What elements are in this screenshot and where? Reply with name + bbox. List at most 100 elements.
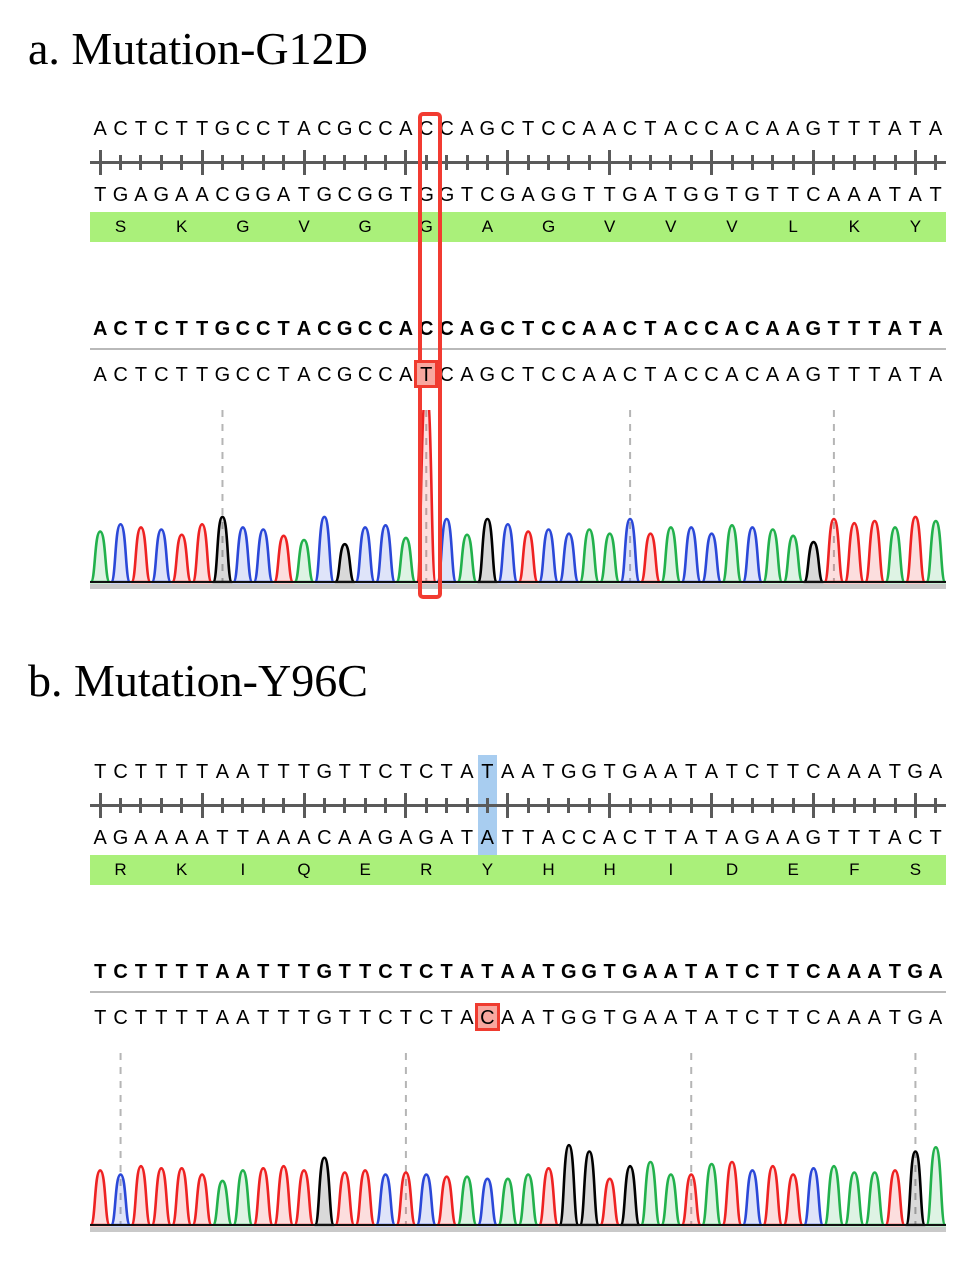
base-30: C [704,363,719,386]
base-0: A [92,317,108,340]
amino-acid-2: I [240,860,246,879]
base-34: A [786,826,800,849]
panel-a-title: a. Mutation-G12D [28,23,368,74]
base-19: T [481,760,494,783]
base-13: T [358,1006,372,1029]
base-12: T [338,760,351,783]
amino-acid-6: Y [481,860,494,879]
chromatogram-peak [395,1171,417,1227]
base-28: T [664,183,677,206]
chromatogram-peak [700,532,723,584]
base-11: C [317,363,332,386]
ruler-tick-minor [771,155,775,170]
base-32: C [744,960,760,983]
base-38: T [868,317,881,340]
ruler-tick-minor [139,155,143,170]
chromatogram-peak [293,1169,315,1227]
base-17: C [439,363,454,386]
chromatogram-peak [435,517,458,584]
base-22: A [541,826,556,849]
base-11: G [316,1006,333,1029]
base-7: C [235,317,251,340]
base-15: A [399,826,413,849]
chromatogram-peak [334,1171,356,1227]
base-16: G [418,183,434,206]
panel-a-ruler [90,146,946,178]
base-9: T [277,317,290,340]
base-4: T [175,117,188,140]
amino-acid-9: V [665,217,677,236]
ruler-tick-major [200,150,204,175]
base-25: T [603,1006,616,1029]
chromatogram-peak [191,1173,213,1227]
ruler-tick-minor [587,155,591,170]
chromatogram-peak [415,410,437,584]
base-11: C [317,826,332,849]
base-34: A [786,117,800,140]
base-36: A [827,183,841,206]
base-3: C [154,117,169,140]
base-37: A [847,1006,861,1029]
ruler-tick-minor [424,155,428,170]
ruler-tick-minor [343,155,347,170]
base-14: C [378,117,393,140]
base-8: C [255,363,271,386]
base-23: C [561,317,577,340]
base-19: A [480,826,494,849]
base-28: A [664,363,678,386]
base-13: C [357,363,373,386]
ruler-tick-minor [384,155,388,170]
base-0: A [93,826,107,849]
base-39: T [888,183,901,206]
ruler-tick-major [98,793,102,818]
base-37: T [847,117,861,140]
base-22: T [542,760,555,783]
base-31: T [725,183,738,206]
base-12: G [336,363,353,386]
ruler-tick-minor [669,155,673,170]
base-40: T [909,317,922,340]
base-29: C [683,117,699,140]
base-13: A [358,826,372,849]
chromatogram-peak [782,534,804,584]
amino-acid-8: V [604,217,616,236]
base-34: T [786,960,800,983]
ruler-tick-minor [526,155,530,170]
base-1: G [112,183,129,206]
base-0: T [94,960,107,983]
base-29: T [684,1006,698,1029]
base-3: A [154,826,168,849]
ruler-axis [90,804,946,807]
ruler-tick-minor [791,155,795,170]
base-26: C [622,826,638,849]
base-10: A [297,363,311,386]
base-40: G [907,1006,923,1029]
ruler-tick-minor [384,798,388,813]
base-34: A [786,363,800,386]
base-12: A [338,826,352,849]
base-18: A [460,760,474,783]
ruler-tick-minor [261,155,265,170]
base-0: T [94,183,107,206]
base-22: T [542,1006,555,1029]
ruler-tick-minor [322,798,326,813]
base-41: A [928,760,943,783]
base-6: A [215,1006,230,1029]
chromatogram-peak [904,1150,927,1227]
chromatogram-peak [741,1169,764,1227]
chromatogram-peak [497,522,519,584]
base-24: A [582,117,596,140]
base-10: T [297,1006,311,1029]
chromatogram-peak [578,1150,601,1227]
ruler-tick-minor [220,798,224,813]
amino-acid-10: D [725,860,739,879]
base-33: A [765,826,780,849]
base-4: T [175,960,188,983]
chromatogram-peak [354,526,376,584]
panel-b-ruler [90,789,946,821]
base-2: T [134,960,148,983]
ruler-tick-minor [873,798,877,813]
base-2: T [134,317,148,340]
base-27: T [644,117,657,140]
